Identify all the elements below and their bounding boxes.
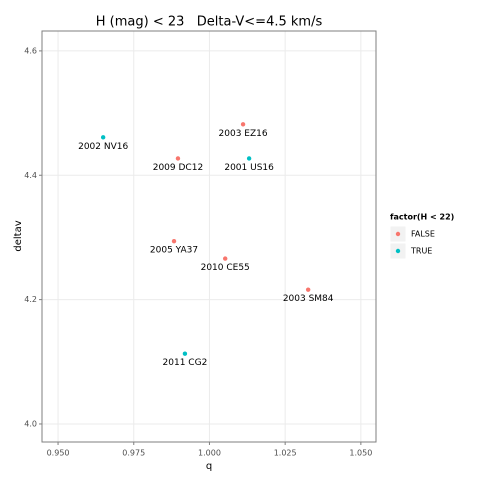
point: [246, 156, 252, 161]
point: [171, 238, 177, 244]
point-label: 2009 DC12: [153, 163, 203, 173]
point-label: 2010 CE55: [201, 263, 250, 273]
x-tick-label: 1.025: [274, 449, 297, 458]
point: [182, 351, 188, 356]
y-tick-label: 4.4: [24, 171, 37, 180]
y-tick-label: 4.0: [24, 419, 37, 428]
point-label: 2002 NV16: [78, 142, 128, 152]
y-tick-label: 4.6: [24, 46, 37, 55]
legend-title: factor(H < 22): [390, 213, 454, 222]
y-axis-label: deltav: [13, 220, 24, 251]
chart-title: H (mag) < 23 Delta-V<=4.5 km/s: [96, 15, 323, 30]
legend-label: TRUE: [410, 247, 432, 256]
point: [223, 256, 228, 261]
point: [305, 287, 311, 292]
point: [100, 135, 106, 140]
point-label: 2011 CG2: [163, 358, 208, 368]
point-label: 2003 SM84: [283, 294, 334, 304]
point: [240, 122, 246, 127]
point-label: 2005 YA37: [150, 246, 198, 256]
x-axis-label: q: [206, 461, 212, 472]
legend-marker: [395, 248, 401, 254]
x-tick-label: 0.975: [122, 449, 145, 458]
y-tick-label: 4.2: [24, 295, 37, 304]
x-tick-label: 0.950: [47, 449, 70, 458]
x-tick-label: 1.050: [349, 449, 372, 458]
panel-border: [41, 30, 377, 443]
point: [175, 156, 181, 161]
legend-label: FALSE: [411, 230, 435, 239]
point-label: 2001 US16: [224, 163, 274, 173]
legend-marker: [395, 231, 401, 237]
point-label: 2003 EZ16: [219, 129, 268, 139]
x-tick-label: 1.000: [198, 449, 221, 458]
